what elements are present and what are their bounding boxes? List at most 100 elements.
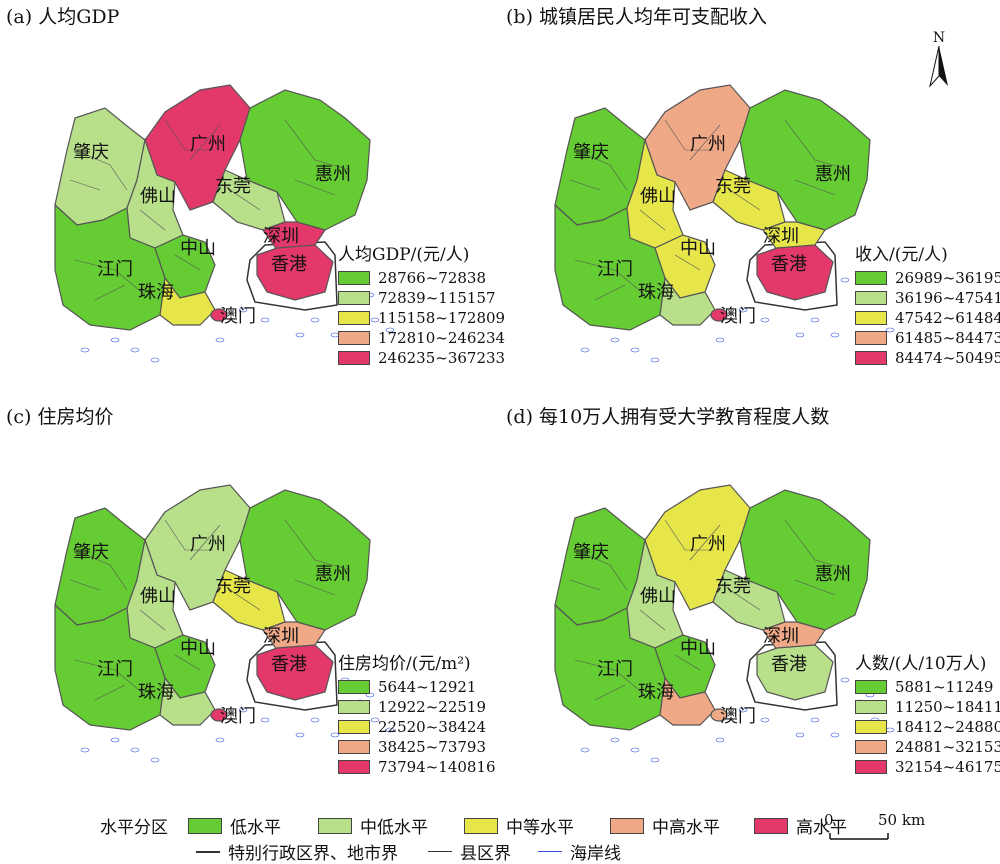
- island: [760, 317, 770, 323]
- county-boundary: [784, 519, 851, 571]
- county-boundary: [639, 209, 666, 231]
- legend-item: 18412~24880: [855, 717, 1000, 737]
- city-label-foshan: 佛山: [640, 586, 676, 607]
- level-mid-low: 中低水平: [318, 813, 428, 838]
- north-arrow: N: [928, 30, 950, 92]
- city-label-dongguan: 东莞: [215, 176, 251, 197]
- island: [310, 317, 320, 323]
- city-label-jiangmen: 江门: [97, 659, 133, 680]
- legend-item: 172810~246234: [338, 328, 505, 348]
- region-zhuhai: [659, 676, 716, 726]
- island: [150, 357, 160, 363]
- city-label-dongguan: 东莞: [215, 576, 251, 597]
- county-boundary: [729, 589, 761, 611]
- legend-label: 12922~22519: [378, 698, 487, 716]
- north-label: N: [932, 30, 946, 46]
- city-label-guangzhou: 广州: [190, 534, 226, 555]
- city-label-zhaoqing: 肇庆: [573, 542, 609, 563]
- city-label-hongkong: 香港: [771, 654, 807, 675]
- legend-swatch: [338, 740, 370, 754]
- island: [215, 337, 225, 343]
- county-boundary: [284, 519, 351, 571]
- line-boundary-city: 特别行政区界、地市界: [196, 839, 398, 864]
- island: [260, 317, 270, 323]
- island: [885, 327, 895, 333]
- region-macau: [210, 308, 228, 322]
- region-hongkong: [256, 644, 334, 701]
- legend-title: 人数/(人/10万人): [855, 654, 987, 674]
- county-boundary: [664, 519, 713, 551]
- legend-item: 12922~22519: [338, 697, 496, 717]
- legend-item: 84474~504955: [855, 348, 1000, 368]
- legend-label: 73794~140816: [378, 758, 496, 776]
- county-boundary: [569, 579, 601, 591]
- level-label: 中高水平: [652, 818, 720, 838]
- region-macau: [710, 708, 728, 722]
- bottom-legend-title-text: 水平分区: [100, 818, 168, 838]
- region-hongkong: [756, 244, 834, 301]
- region-zhuhai: [159, 276, 216, 326]
- scalebar-icon: [829, 833, 889, 840]
- legend-item: 72839~115157: [338, 288, 505, 308]
- island: [215, 737, 225, 743]
- line-label: 海岸线: [570, 844, 621, 864]
- county-boundary: [574, 149, 628, 191]
- island: [630, 747, 640, 753]
- city-label-zhaoqing: 肇庆: [73, 542, 109, 563]
- level-label: 中低水平: [360, 818, 428, 838]
- legend-label: 61485~84473: [895, 329, 1000, 347]
- legend-label: 72839~115157: [378, 289, 496, 307]
- legend-swatch: [338, 291, 370, 305]
- legend-item: 115158~172809: [338, 308, 505, 328]
- island: [365, 692, 375, 698]
- swatch-low: [188, 817, 222, 834]
- level-low: 低水平: [188, 813, 281, 838]
- county-boundary: [794, 179, 836, 196]
- county-boundary: [784, 119, 851, 171]
- city-label-hongkong: 香港: [771, 254, 807, 275]
- county-boundary: [139, 209, 166, 231]
- legend-item: 5881~11249: [855, 677, 1000, 697]
- island: [715, 337, 725, 343]
- legend-swatch: [338, 700, 370, 714]
- county-boundary: [689, 124, 721, 161]
- county-boundary: [174, 654, 201, 671]
- legend-label: 22520~38424: [378, 718, 487, 736]
- legend-label: 246235~367233: [378, 349, 506, 367]
- legend-swatch: [855, 740, 887, 754]
- region-dongguan: [212, 569, 286, 631]
- city-label-hongkong: 香港: [271, 254, 307, 275]
- legend-item: 246235~367233: [338, 348, 505, 368]
- panel-b: (b) 城镇居民人均年可支配收入 肇庆 广州 惠州 佛山 东莞 深圳 香港 江门 中山 珠海 澳门 …: [500, 0, 1000, 400]
- county-boundary: [664, 119, 713, 151]
- island: [738, 707, 748, 713]
- island: [330, 732, 340, 738]
- line-label: 县区界: [460, 844, 511, 864]
- legend-item: 11250~18411: [855, 697, 1000, 717]
- region-dongguan: [712, 169, 786, 231]
- county-boundary: [294, 579, 336, 596]
- city-label-guangzhou: 广州: [190, 134, 226, 155]
- county-boundary: [94, 684, 126, 701]
- county-boundary: [229, 189, 261, 211]
- swatch-mid-high: [610, 817, 644, 834]
- legend-swatch: [855, 271, 887, 285]
- city-label-shenzhen: 深圳: [763, 226, 799, 247]
- legend-item: 26989~36195: [855, 268, 1000, 288]
- city-label-zhongshan: 中山: [180, 238, 216, 259]
- county-boundary: [69, 579, 101, 591]
- legend-item: 73794~140816: [338, 757, 496, 777]
- city-label-zhongshan: 中山: [680, 638, 716, 659]
- legend-item: 28766~72838: [338, 268, 505, 288]
- legend-label: 28766~72838: [378, 269, 487, 287]
- island: [130, 347, 140, 353]
- panel-d: (d) 每10万人拥有受大学教育程度人数 肇庆 广州 惠州 佛山 东莞 深圳 香港 江门 中山珠…: [500, 400, 1000, 800]
- island: [110, 737, 120, 743]
- line-coast: 海岸线: [538, 839, 621, 864]
- island: [130, 747, 140, 753]
- island: [650, 357, 660, 363]
- legend-label: 18412~24880: [895, 718, 1000, 736]
- island: [238, 307, 248, 313]
